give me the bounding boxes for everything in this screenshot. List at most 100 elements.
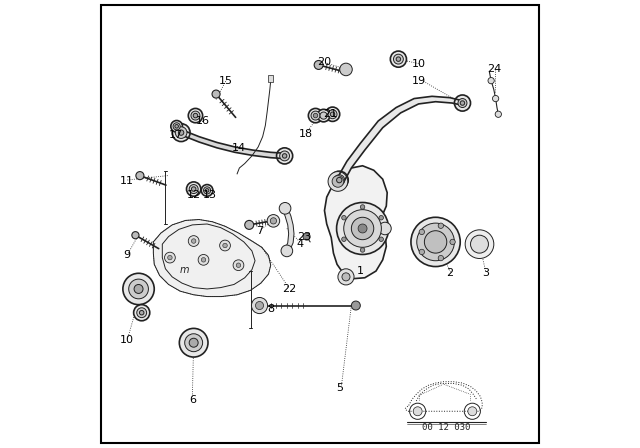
- Circle shape: [137, 308, 147, 318]
- Circle shape: [396, 57, 401, 61]
- Circle shape: [236, 263, 241, 267]
- Circle shape: [495, 111, 502, 117]
- Circle shape: [186, 182, 201, 196]
- Circle shape: [419, 249, 424, 254]
- Text: 1: 1: [357, 266, 364, 276]
- Circle shape: [351, 217, 374, 240]
- Circle shape: [379, 215, 383, 220]
- Text: m: m: [180, 265, 189, 275]
- Text: 8: 8: [267, 304, 275, 314]
- Circle shape: [123, 273, 154, 305]
- Circle shape: [330, 171, 348, 189]
- Text: 00 12 030: 00 12 030: [422, 423, 470, 432]
- Circle shape: [342, 237, 346, 241]
- Circle shape: [179, 130, 184, 135]
- Circle shape: [351, 301, 360, 310]
- Circle shape: [438, 255, 444, 261]
- Circle shape: [330, 112, 335, 116]
- Text: 6: 6: [189, 395, 196, 405]
- Circle shape: [280, 151, 289, 161]
- Circle shape: [233, 260, 244, 271]
- Circle shape: [204, 187, 211, 194]
- Circle shape: [379, 237, 383, 241]
- Circle shape: [390, 51, 406, 67]
- Text: 5: 5: [337, 383, 344, 392]
- Circle shape: [303, 233, 310, 240]
- Circle shape: [332, 176, 344, 187]
- Circle shape: [450, 239, 455, 245]
- Circle shape: [325, 107, 340, 121]
- Circle shape: [344, 210, 381, 247]
- Polygon shape: [282, 208, 294, 251]
- Text: 17: 17: [169, 130, 183, 140]
- Circle shape: [189, 338, 198, 347]
- Circle shape: [175, 125, 179, 128]
- Text: 13: 13: [204, 190, 217, 200]
- Circle shape: [308, 108, 323, 123]
- Text: 24: 24: [486, 65, 501, 74]
- Circle shape: [493, 95, 499, 102]
- Circle shape: [175, 127, 187, 138]
- Text: 22: 22: [282, 284, 297, 294]
- Circle shape: [164, 252, 175, 263]
- Circle shape: [465, 230, 494, 258]
- Circle shape: [458, 99, 467, 108]
- Circle shape: [340, 63, 352, 76]
- Circle shape: [470, 235, 488, 253]
- Circle shape: [134, 305, 150, 321]
- Circle shape: [173, 123, 180, 130]
- Circle shape: [193, 113, 198, 118]
- Text: 10: 10: [120, 336, 134, 345]
- Text: 10: 10: [412, 59, 426, 69]
- Circle shape: [424, 231, 447, 253]
- Circle shape: [360, 248, 365, 252]
- Text: 9: 9: [123, 250, 130, 260]
- Bar: [269, 75, 273, 82]
- Text: 4: 4: [296, 239, 303, 249]
- Circle shape: [188, 236, 199, 246]
- Circle shape: [179, 328, 208, 357]
- Circle shape: [394, 54, 403, 64]
- Circle shape: [468, 407, 477, 416]
- Circle shape: [220, 240, 230, 251]
- Circle shape: [311, 111, 320, 120]
- Circle shape: [198, 254, 209, 265]
- Text: 16: 16: [196, 116, 210, 126]
- Circle shape: [212, 90, 220, 98]
- Circle shape: [188, 108, 203, 123]
- Circle shape: [276, 148, 292, 164]
- Circle shape: [314, 60, 323, 69]
- Circle shape: [223, 243, 227, 248]
- Circle shape: [338, 269, 354, 285]
- Circle shape: [244, 220, 253, 229]
- Circle shape: [205, 189, 209, 192]
- Circle shape: [342, 273, 350, 281]
- Circle shape: [201, 185, 213, 196]
- Circle shape: [267, 215, 280, 227]
- Circle shape: [168, 255, 172, 260]
- Circle shape: [129, 279, 148, 299]
- Text: 19: 19: [412, 76, 426, 86]
- Circle shape: [191, 187, 196, 191]
- Circle shape: [270, 218, 276, 224]
- Text: 3: 3: [483, 268, 489, 278]
- Polygon shape: [154, 220, 271, 297]
- Circle shape: [281, 245, 292, 257]
- Circle shape: [140, 310, 144, 315]
- Polygon shape: [338, 96, 463, 183]
- Circle shape: [454, 95, 470, 111]
- Circle shape: [419, 229, 424, 235]
- Circle shape: [136, 172, 144, 180]
- Circle shape: [134, 284, 143, 293]
- Text: 21: 21: [323, 109, 337, 119]
- Circle shape: [132, 232, 139, 239]
- Circle shape: [255, 302, 264, 310]
- Circle shape: [317, 109, 330, 122]
- Circle shape: [438, 223, 444, 228]
- Text: 20: 20: [317, 57, 332, 67]
- Circle shape: [358, 224, 367, 233]
- Circle shape: [279, 202, 291, 214]
- Circle shape: [417, 223, 454, 261]
- Circle shape: [334, 175, 344, 185]
- Circle shape: [360, 205, 365, 209]
